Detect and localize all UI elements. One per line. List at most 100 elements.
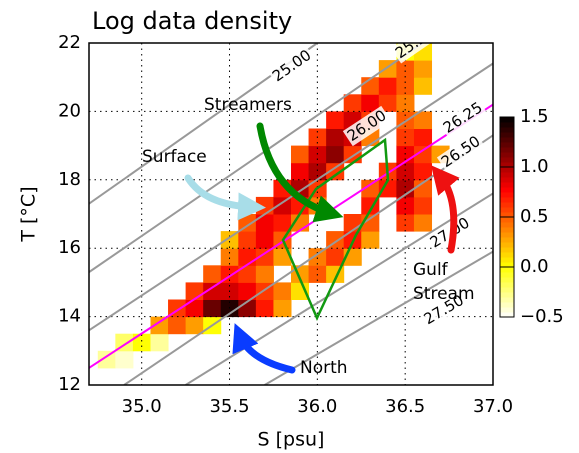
x-tick-label: 35.0: [122, 396, 162, 417]
colorbar-step: [500, 287, 514, 293]
colorbar-tick-label: 0.0: [520, 256, 549, 277]
cell: [238, 248, 257, 266]
cell: [203, 282, 222, 300]
colorbar-step: [500, 252, 514, 258]
x-tick-label: 36.5: [385, 396, 425, 417]
cell: [396, 179, 415, 198]
cell: [326, 248, 345, 266]
arrow: [431, 165, 460, 254]
colorbar-step: [500, 177, 514, 183]
cell: [203, 299, 222, 318]
colorbar-tick-label: −0.5: [520, 306, 564, 327]
y-axis-label: T [°C]: [18, 186, 40, 242]
cell: [291, 162, 310, 181]
annotation: Streamers: [204, 95, 292, 115]
y-tick-label: 14: [58, 306, 81, 327]
contour-label: 26.25: [440, 98, 486, 137]
cell: [413, 196, 433, 215]
cell: [273, 282, 292, 300]
colorbar-step: [500, 187, 514, 193]
contour-label-bg: [342, 105, 392, 147]
region-outline: [281, 137, 390, 322]
contour-label-group: 26.25: [438, 97, 488, 139]
contour-label-bg: [268, 45, 316, 87]
cell: [185, 316, 204, 335]
contour-label-bg: [438, 97, 488, 139]
cell: [413, 128, 433, 147]
y-tick-label: 18: [58, 169, 81, 190]
x-axis-label: S [psu]: [258, 429, 325, 451]
cell: [255, 299, 274, 318]
colorbar-step: [500, 197, 514, 203]
contour-label-bg: [419, 290, 469, 330]
colorbar: −0.5 0.0 0.5 1.0 1.5: [499, 106, 564, 327]
colorbar-step: [500, 242, 514, 248]
cell: [255, 231, 274, 249]
cell: [238, 231, 257, 249]
x-tick-label: 35.5: [209, 396, 249, 417]
arrow: [256, 122, 344, 223]
cell: [396, 162, 415, 181]
colorbar-step: [500, 262, 514, 268]
cell: [273, 299, 292, 318]
cell: [326, 128, 345, 147]
colorbar-step: [500, 192, 514, 198]
x-tick-label: 36.0: [297, 396, 337, 417]
colorbar-step: [500, 232, 514, 238]
cell: [273, 214, 292, 232]
cell: [150, 316, 169, 335]
cell: [115, 350, 134, 369]
cell: [291, 145, 310, 164]
heatmap: [97, 43, 450, 369]
cell: [238, 282, 257, 300]
cell: [378, 94, 397, 112]
contour-line: [89, 43, 424, 273]
contour-label-group: 25.00: [268, 45, 316, 87]
cell: [326, 111, 345, 129]
colorbar-step: [500, 122, 514, 128]
colorbar-tick-label: 0.5: [520, 206, 549, 227]
colorbar-step: [500, 307, 514, 313]
colorbar-step: [500, 297, 514, 303]
cell: [413, 179, 433, 198]
cell: [343, 94, 362, 112]
cell: [378, 179, 397, 198]
colorbar-step: [500, 302, 514, 308]
contour-line: [89, 103, 493, 369]
colorbar-step: [500, 282, 514, 288]
colorbar-step: [500, 142, 514, 148]
colorbar-step: [500, 267, 514, 273]
cell: [203, 265, 222, 283]
colorbar-tick-label: 1.0: [520, 156, 549, 177]
plot-frame: [88, 42, 494, 386]
colorbar-step: [500, 147, 514, 153]
colorbar-step: [500, 277, 514, 283]
colorbar-step: [500, 162, 514, 168]
cell: [396, 214, 415, 232]
colorbar-step: [500, 222, 514, 228]
cell: [150, 333, 169, 352]
colorbar-step: [500, 167, 514, 173]
colorbar-step: [500, 227, 514, 233]
cell: [378, 77, 397, 95]
cell: [132, 333, 151, 352]
cell: [273, 196, 292, 215]
colorbar-step: [500, 152, 514, 158]
arrow: [184, 174, 266, 221]
cell: [396, 94, 415, 112]
colorbar-step: [500, 172, 514, 178]
cell: [326, 145, 345, 164]
y-tick-label: 20: [58, 100, 81, 121]
colorbar-step: [500, 202, 514, 208]
cell: [361, 179, 380, 198]
cell: [97, 350, 116, 369]
colorbar-step: [500, 157, 514, 163]
colorbar-step: [500, 137, 514, 143]
contour-label-bg: [436, 131, 486, 173]
y-tick-label: 16: [58, 237, 81, 258]
cell: [413, 145, 433, 164]
chart-title: Log data density: [92, 7, 292, 35]
colorbar-step: [500, 292, 514, 298]
contour-label: 26.50: [438, 132, 484, 171]
